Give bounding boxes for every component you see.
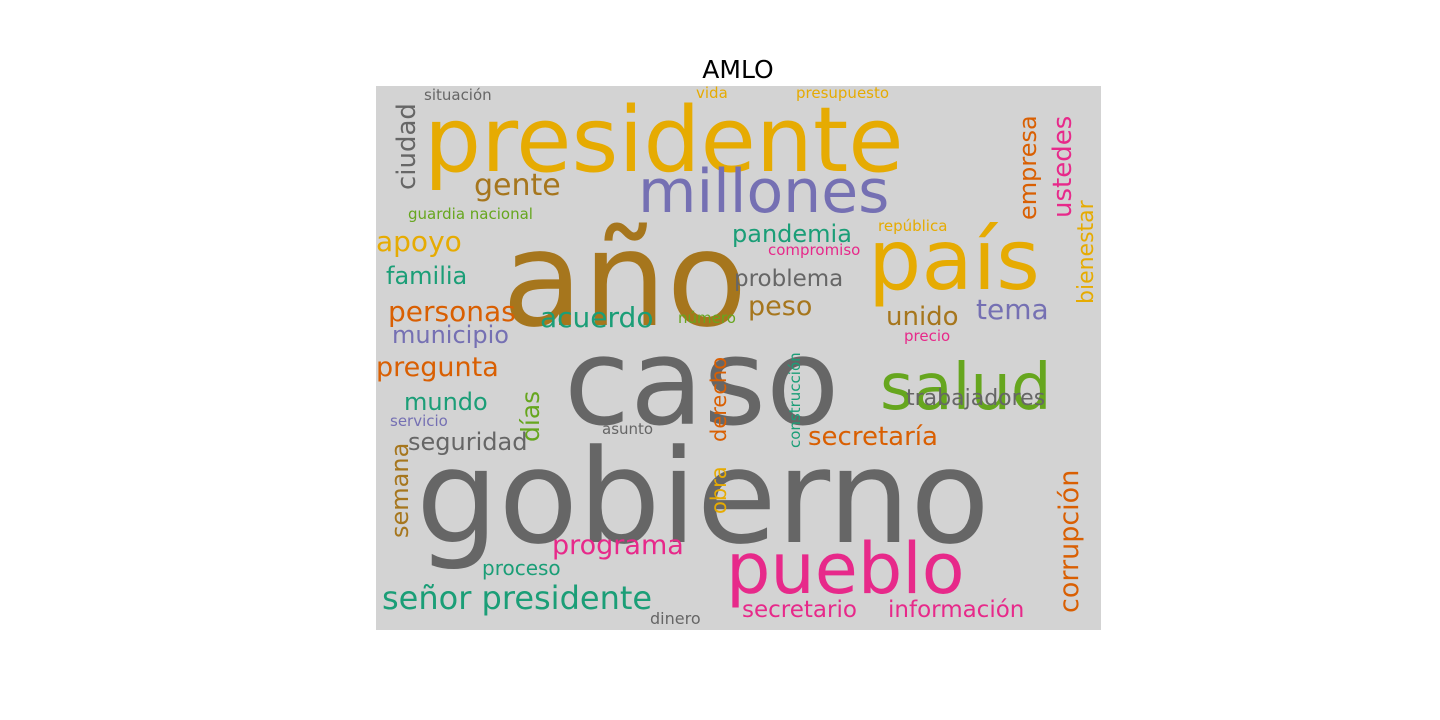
word-republica: república bbox=[878, 217, 948, 235]
word-pregunta: pregunta bbox=[376, 352, 499, 383]
word-trabajadores: trabajadores bbox=[906, 386, 1046, 411]
word-apoyo: apoyo bbox=[376, 225, 462, 258]
word-tema: tema bbox=[976, 293, 1049, 326]
word-corrupcion: corrupción bbox=[1054, 469, 1085, 613]
word-seguridad: seguridad bbox=[408, 428, 528, 456]
word-servicio: servicio bbox=[390, 412, 448, 430]
word-mundo: mundo bbox=[404, 388, 488, 416]
word-precio: precio bbox=[904, 327, 951, 345]
word-informacion: información bbox=[888, 597, 1025, 623]
word-dinero: dinero bbox=[650, 609, 701, 628]
word-ciudad: ciudad bbox=[392, 103, 422, 190]
word-programa: programa bbox=[552, 530, 684, 561]
word-ano: año bbox=[502, 203, 748, 357]
word-pueblo: pueblo bbox=[726, 528, 965, 610]
word-senor-presidente: señor presidente bbox=[382, 579, 653, 617]
word-problema: problema bbox=[734, 266, 844, 292]
word-vida: vida bbox=[696, 86, 728, 102]
word-obra: obra bbox=[707, 466, 731, 514]
word-salud: salud bbox=[880, 351, 1052, 425]
word-asunto: asunto bbox=[602, 420, 654, 438]
word-familia: familia bbox=[386, 262, 468, 290]
chart-title: AMLO bbox=[702, 55, 774, 84]
word-construccion: construcción bbox=[786, 352, 804, 448]
word-gente: gente bbox=[474, 168, 561, 203]
word-acuerdo: acuerdo bbox=[540, 301, 654, 334]
word-pais: país bbox=[868, 211, 1040, 309]
word-municipio: municipio bbox=[392, 321, 509, 349]
word-empresa: empresa bbox=[1014, 115, 1042, 220]
word-guardia-nacional: guardia nacional bbox=[408, 205, 533, 223]
word-millones: millones bbox=[638, 157, 890, 227]
word-bienestar: bienestar bbox=[1074, 200, 1099, 304]
word-unido: unido bbox=[886, 302, 959, 332]
word-cloud: presidente año caso gobierno millones pa… bbox=[376, 86, 1101, 630]
word-peso: peso bbox=[748, 291, 813, 322]
word-compromiso: compromiso bbox=[768, 241, 861, 259]
word-proceso: proceso bbox=[482, 556, 561, 580]
word-pandemia: pandemia bbox=[732, 220, 852, 248]
word-dias: días bbox=[516, 390, 545, 442]
word-presupuesto: presupuesto bbox=[796, 86, 890, 102]
word-derecho: derecho bbox=[707, 356, 731, 442]
word-ustedes: ustedes bbox=[1048, 115, 1078, 218]
word-secretaria: secretaría bbox=[808, 422, 938, 452]
word-personas: personas bbox=[388, 295, 516, 328]
word-presidente: presidente bbox=[424, 88, 904, 193]
word-secretario: secretario bbox=[742, 597, 857, 623]
word-numero: número bbox=[678, 309, 736, 327]
word-gobierno: gobierno bbox=[416, 421, 990, 573]
word-semana: semana bbox=[386, 442, 414, 538]
word-caso: caso bbox=[564, 314, 840, 453]
word-situacion: situación bbox=[424, 86, 492, 104]
